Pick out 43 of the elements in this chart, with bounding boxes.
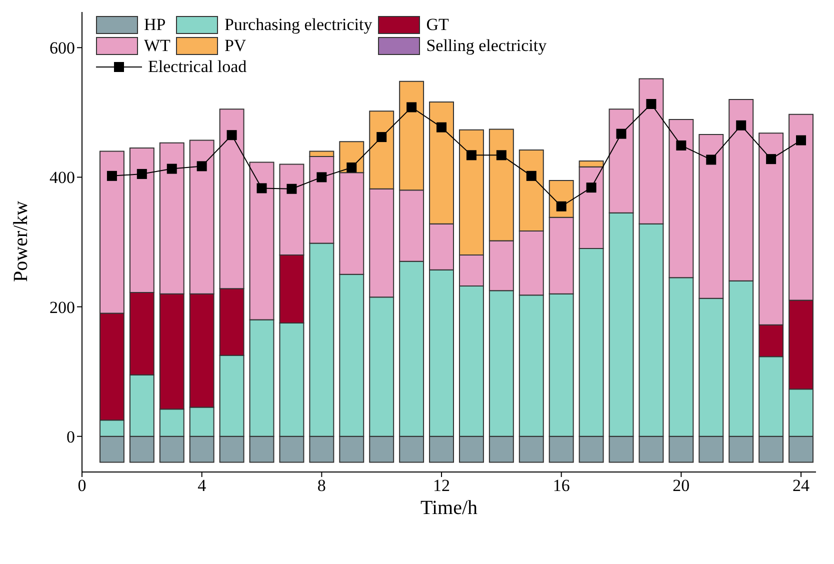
legend-label: Electrical load — [148, 56, 247, 77]
point — [646, 99, 656, 109]
point — [706, 154, 716, 165]
point — [106, 170, 117, 181]
point — [136, 168, 147, 179]
point — [496, 150, 506, 160]
point — [256, 183, 267, 194]
legend-label: WT — [144, 35, 170, 56]
point — [736, 120, 746, 130]
point — [226, 130, 237, 140]
point — [286, 184, 297, 194]
point — [616, 128, 626, 139]
legend-label: HP — [144, 14, 166, 35]
point — [586, 182, 596, 193]
point — [166, 164, 177, 174]
y-tick-label: 200 — [50, 298, 75, 317]
point — [406, 102, 417, 112]
x-tick-label: 12 — [433, 476, 450, 496]
point — [346, 162, 357, 172]
point — [316, 172, 327, 182]
x-tick-label: 16 — [552, 476, 570, 496]
legend-label: Selling electricity — [426, 35, 547, 56]
y-tick-label: 600 — [50, 38, 75, 58]
x-tick-label: 8 — [317, 476, 326, 496]
x-tick-label: 4 — [198, 476, 207, 496]
point — [556, 201, 566, 212]
x-axis-title: Time/h — [420, 497, 478, 519]
legend-label: Purchasing electricity — [224, 14, 372, 35]
legend-label: GT — [426, 14, 449, 35]
point — [766, 154, 776, 164]
point — [436, 122, 447, 132]
point — [796, 135, 806, 146]
point — [526, 170, 536, 181]
y-tick-label: 0 — [66, 427, 75, 446]
x-tick-label: 20 — [672, 476, 690, 496]
x-tick-label: 24 — [792, 476, 810, 496]
legend-label: PV — [224, 35, 246, 56]
point — [376, 132, 387, 142]
point — [466, 150, 476, 160]
point — [676, 140, 686, 150]
point — [196, 161, 207, 172]
y-axis-title: Power/kw — [10, 200, 32, 282]
y-tick-label: 400 — [50, 168, 75, 188]
